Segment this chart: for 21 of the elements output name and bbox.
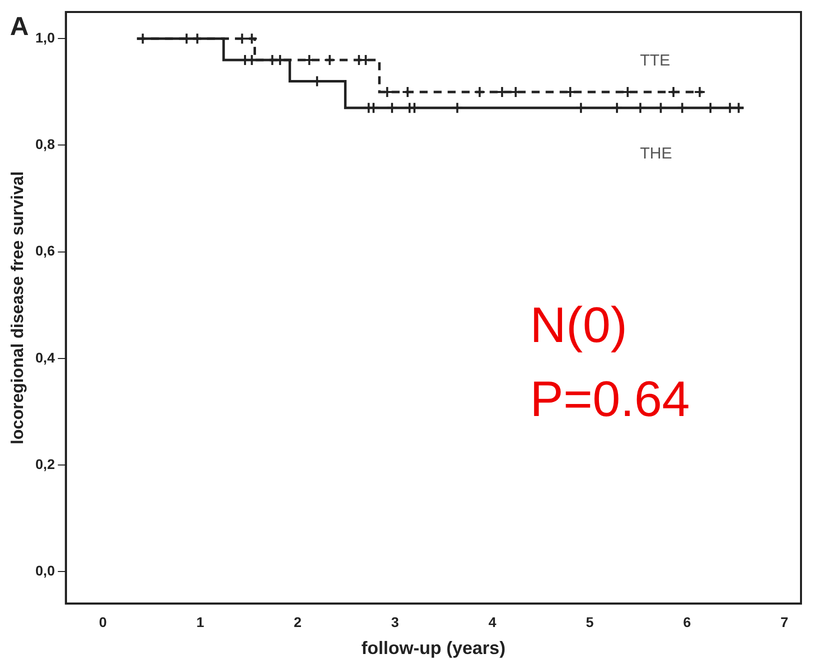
text: A xyxy=(10,11,29,42)
x-tick-label: 1 xyxy=(196,614,204,630)
y-axis-title: locoregional disease free survival xyxy=(8,171,27,444)
y-tick-label: 0,0 xyxy=(35,562,56,578)
x-tick-label: 4 xyxy=(488,614,496,630)
y-tick-label: 0,2 xyxy=(35,456,56,472)
y-tick-label: 1,0 xyxy=(35,30,56,46)
x-axis-title: follow-up (years) xyxy=(361,638,506,658)
x-tick-label: 7 xyxy=(780,614,789,630)
x-tick-label: 2 xyxy=(294,614,302,630)
x-tick-label: 6 xyxy=(683,614,692,630)
annotation: P=0.64 xyxy=(530,370,690,427)
annotation: TTE xyxy=(640,52,670,70)
y-tick-label: 0,4 xyxy=(35,349,56,366)
annotation: N(0) xyxy=(530,296,628,353)
annotation: THE xyxy=(640,145,672,162)
x-tick-label: 0 xyxy=(98,614,107,630)
x-tick-label: 5 xyxy=(586,614,594,630)
x-tick-label: 3 xyxy=(391,614,400,630)
y-tick-label: 0,8 xyxy=(35,136,56,152)
y-tick-label: 0,6 xyxy=(35,242,56,259)
